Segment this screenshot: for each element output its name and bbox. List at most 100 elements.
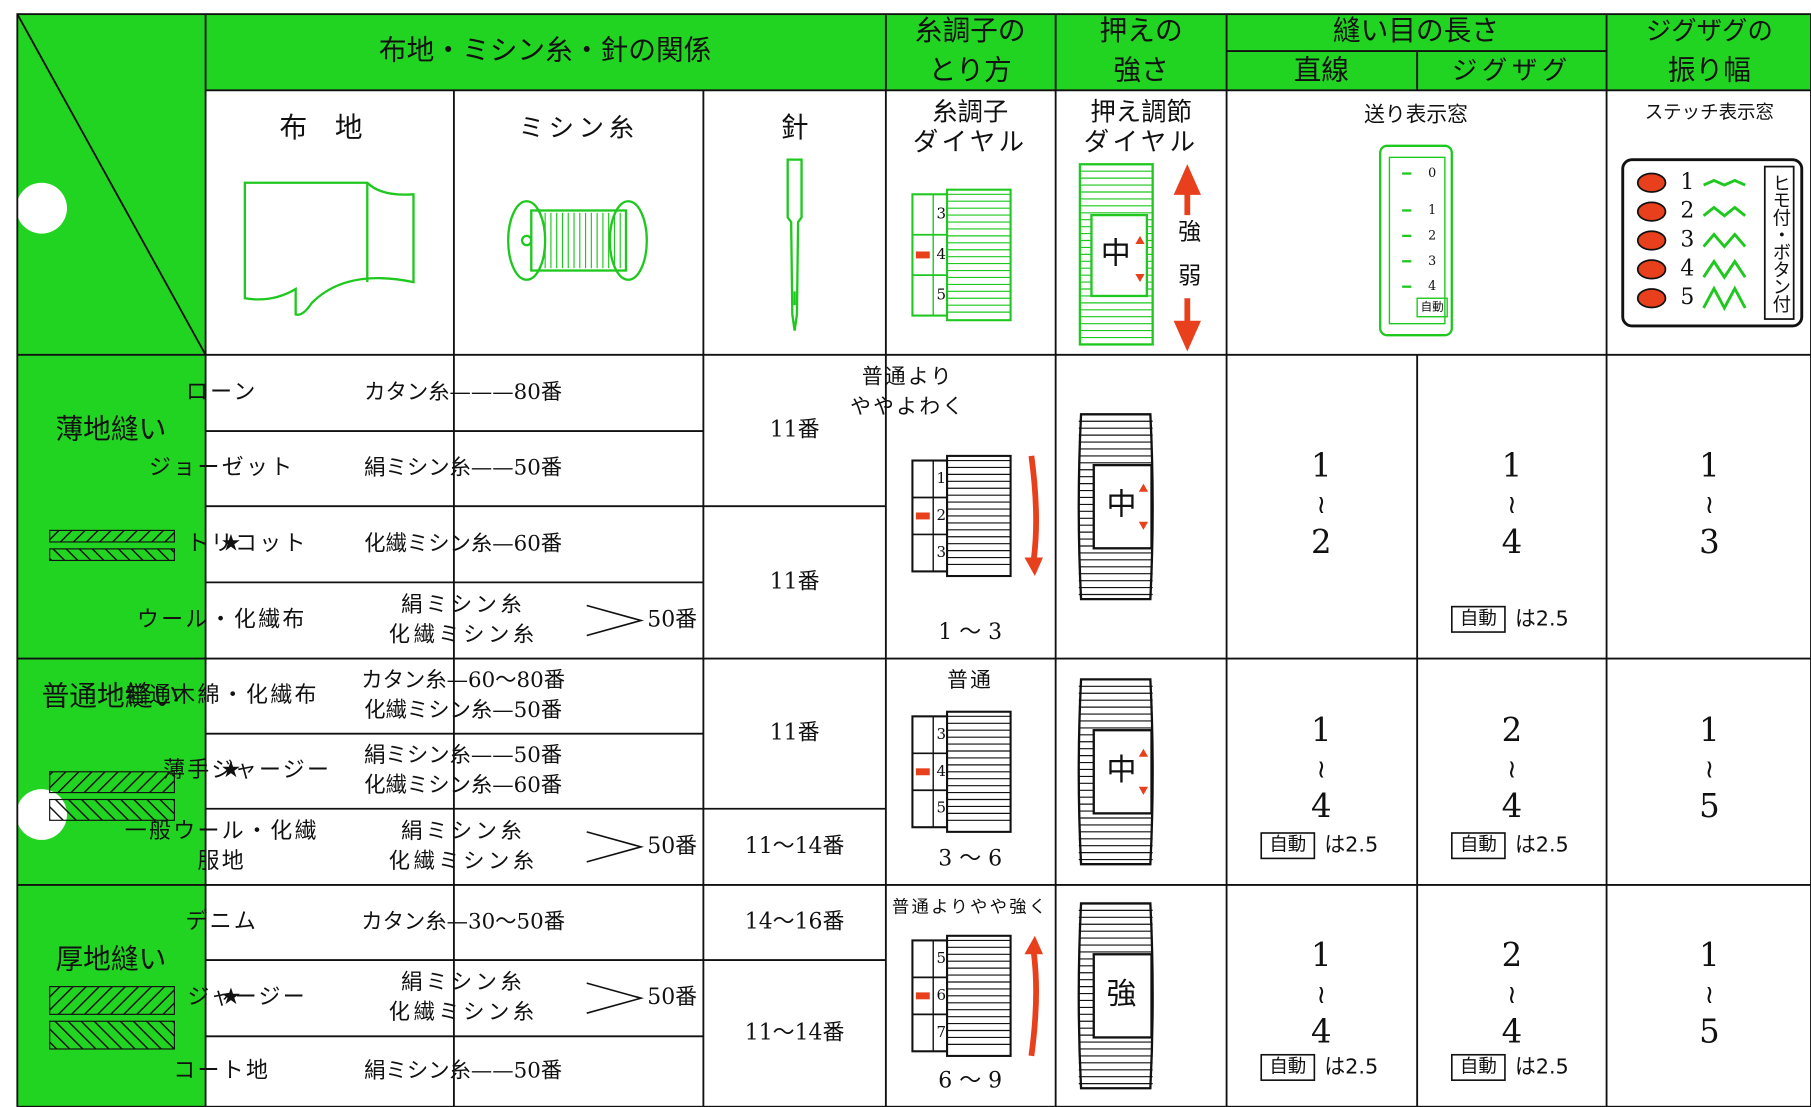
auto-box [1260,1053,1316,1081]
pressure-window [1092,463,1153,550]
tension-range: 6 ～ 9 [938,1068,1002,1093]
fabric: コート地 [173,1059,270,1084]
fabric: ジャージー [187,985,307,1010]
straight-value: 4 [1311,1012,1332,1050]
hatch-top [49,771,175,794]
dial-number: 5 [937,285,947,303]
tension-arrowhead [1024,557,1043,577]
straight-value: 1 [1311,936,1332,974]
auto-value: は2.5 [1515,1054,1569,1078]
fabric: 服地 [198,849,247,874]
tri-down [1138,786,1149,795]
auto-value: は2.5 [1324,833,1378,857]
width-value: 1 [1699,711,1720,749]
dial-number: 5 [937,799,947,817]
zigzag-value: 4 [1502,523,1523,561]
needle: 14～16番 [745,910,845,935]
tri-down [1138,521,1149,530]
fabric: ウール・化繊布 [137,607,307,632]
dial-number: 2 [937,506,947,524]
needle: 11番 [770,569,820,594]
tri-down [1135,273,1145,283]
zigzag-value: ≀ [1507,979,1517,1009]
tri-up [1135,235,1145,244]
tension-note: ややよわく [850,394,965,418]
zigzag-value: ≀ [1507,489,1517,519]
hatch-bottom [49,548,175,562]
width-value: 1 [1699,936,1720,974]
feed-mark: 1 [1428,202,1436,217]
tension-range: 1 ～ 3 [938,620,1002,645]
feed-inner [1388,156,1446,325]
dial-number: 3 [937,205,947,223]
width-value: 5 [1699,1012,1720,1050]
thread: 絹ミシン糸——50番 [364,743,562,768]
auto-box [1260,832,1316,860]
fabric: 薄手ジャージー [163,758,331,783]
hatch-top [49,529,175,543]
width-value: 1 [1699,447,1720,485]
straight-value: 1 [1311,447,1332,485]
thread: 化繊ミシン糸—60番 [364,531,562,556]
stitch-zigzag [1702,285,1747,312]
needle-icon [786,158,803,331]
label: とり方 [929,53,1012,86]
bracket [586,982,645,1014]
tension-arrowhead [1024,935,1043,955]
straight-value: 4 [1311,787,1332,825]
needle: 11～14番 [745,1020,845,1045]
fabric-icon [243,181,415,316]
fabric: デニム [185,910,258,935]
thread: 化繊ミシン糸 [389,1000,538,1025]
dial-number: 7 [937,1023,947,1041]
stitch-zigzag [1703,178,1746,187]
thread-count: 50番 [647,834,697,859]
thread: 絹ミシン糸 [401,592,525,617]
auto-label: 自動 [1460,608,1497,629]
hatch-top [49,986,175,1015]
auto-box [1450,832,1506,860]
label: 針 [781,111,809,144]
dial-marker [915,992,930,1000]
stitch-button [1636,201,1667,222]
thread: 絹ミシン糸 [401,819,525,844]
label: ステッチ表示窓 [1645,102,1774,123]
label: 糸調子 [932,96,1008,126]
auto-box [1450,1053,1506,1081]
pressure-window [1092,953,1153,1039]
label: 布 地 [280,111,363,144]
label: 強さ [1113,53,1168,86]
straight-value: 2 [1311,523,1332,561]
pressure-value: 中 [1106,488,1136,523]
thread: 絹ミシン糸 [401,970,525,995]
bracket [586,831,645,863]
dial-marker [915,512,930,520]
zigzag-value: 2 [1502,711,1523,749]
star: ★ [221,530,242,556]
feed-mark: 3 [1428,253,1436,268]
zigzag-value: ≀ [1507,754,1517,784]
fabric: 普通木綿・化繊布 [125,683,319,708]
star: ★ [221,757,242,783]
group-label: 普通地縫い [42,679,181,712]
label: ダイヤル [1084,126,1199,156]
thread: 絹ミシン糸——50番 [364,456,562,481]
width-value: ≀ [1705,489,1715,519]
dial-number: 1 [937,469,947,487]
hatch-bottom [49,1020,175,1050]
needle: 11～14番 [745,834,845,859]
width-value: ≀ [1705,754,1715,784]
tri-up [1138,748,1149,757]
thread: カタン糸—30～50番 [361,910,565,935]
thread: 絹ミシン糸——50番 [364,1059,562,1084]
stitch-button [1636,172,1667,193]
label: ジグザグ [1452,55,1572,85]
stitch-number: 2 [1680,199,1694,224]
stitch-button [1636,230,1667,251]
label: 強 [1178,220,1201,246]
thread: カタン糸———80番 [364,380,562,405]
dial-number: 3 [937,725,947,743]
fabric: ジョーゼット [149,456,295,481]
fabric: ローン [186,380,258,405]
